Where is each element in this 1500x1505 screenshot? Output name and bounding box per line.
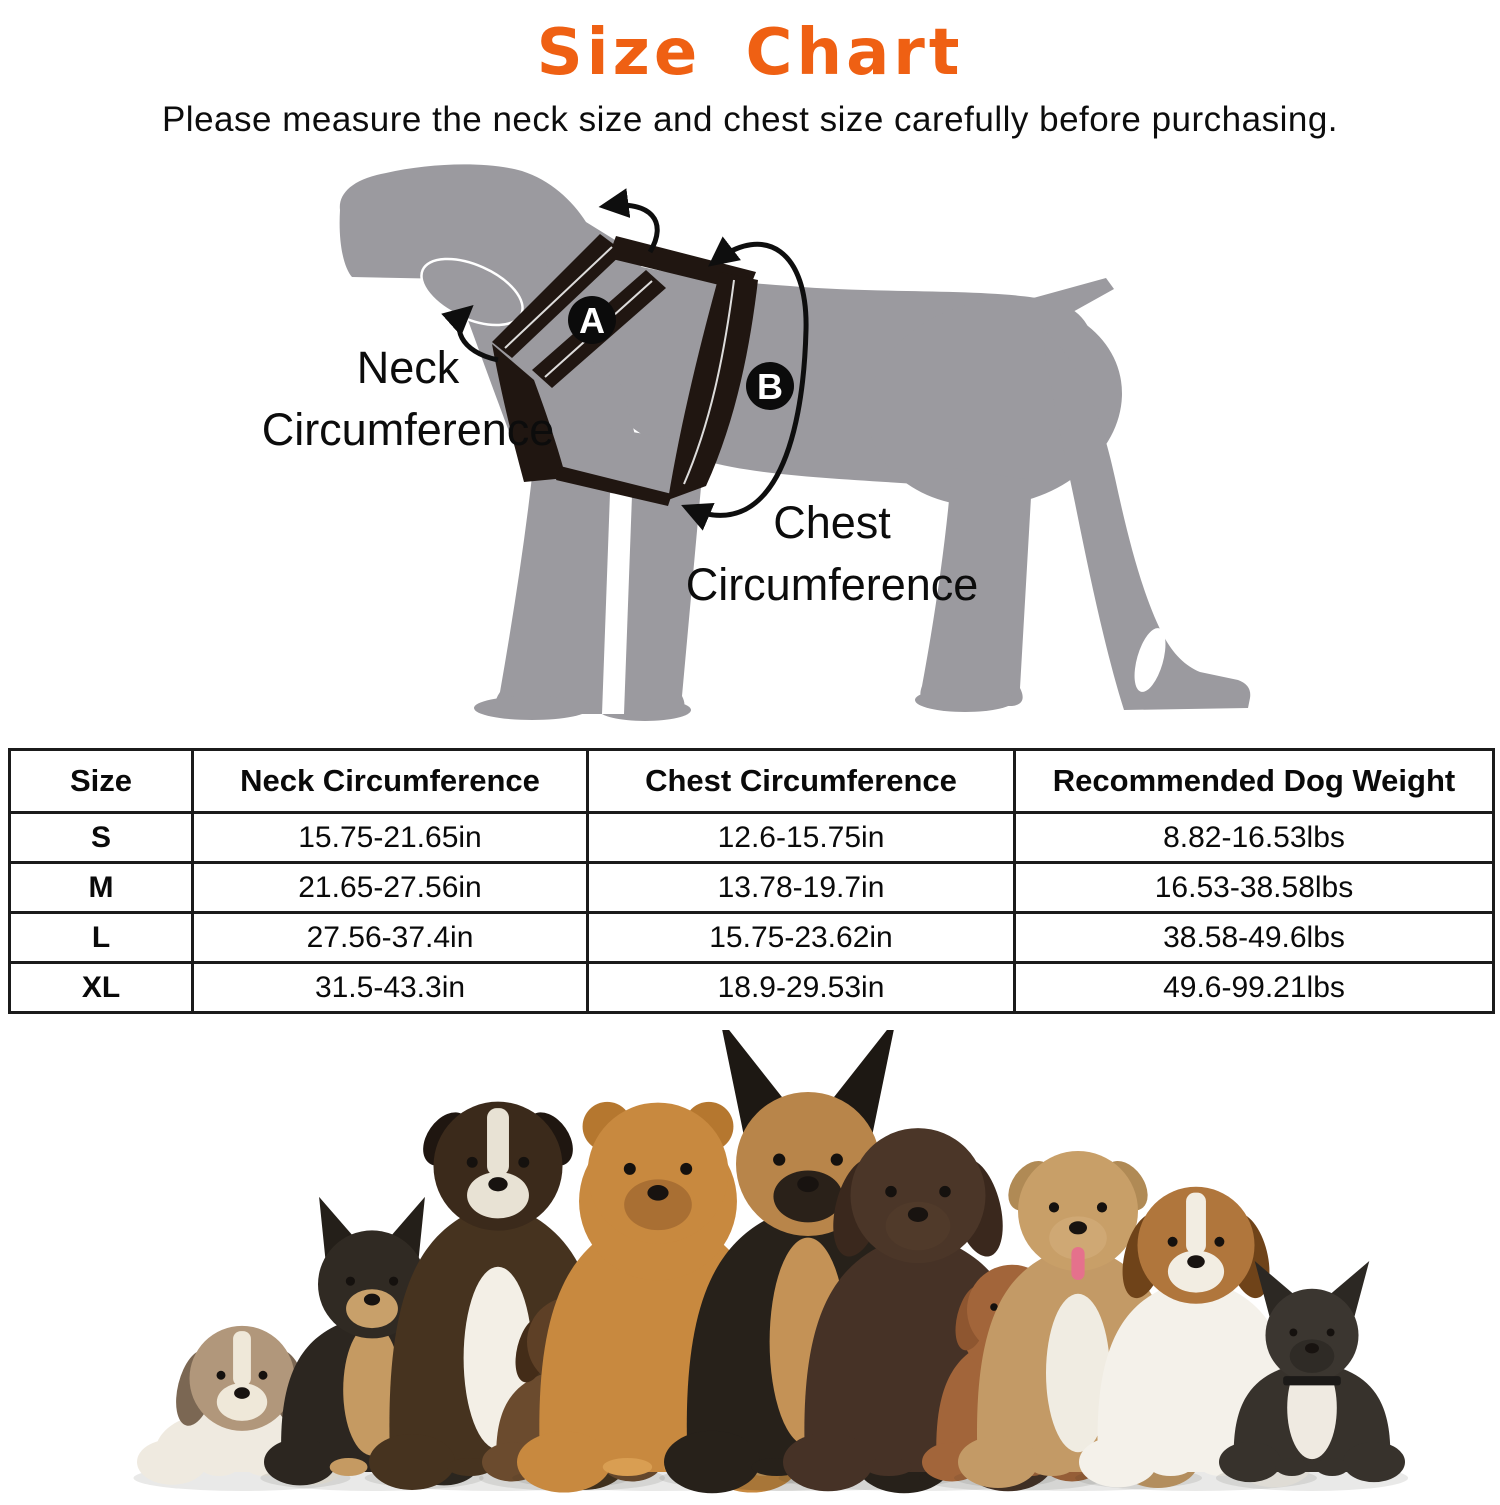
svg-text:B: B [757, 366, 783, 407]
arrow-chest-loop [681, 236, 809, 531]
svg-text:A: A [579, 300, 605, 341]
value-cell: 16.53-38.58lbs [1013, 861, 1495, 914]
badge-b: B [746, 362, 794, 410]
svg-text:Chest: Chest [773, 497, 891, 548]
table-row: M 21.65-27.56in 13.78-19.7in 16.53-38.58lbs [8, 861, 1495, 914]
badge-a: A [568, 296, 616, 344]
table-header-row: Size Neck Circumference Chest Circumferenc… [8, 748, 1495, 814]
size-cell: S [8, 811, 194, 864]
neck-label: Neck Circumference [262, 342, 555, 455]
header: Size Chart Please measure the neck size … [0, 0, 1500, 140]
table-body: S 15.75-21.65in 12.6-15.75in 8.82-16.53lbs M… [8, 811, 1495, 1014]
chest-label: Chest Circumference [686, 497, 979, 610]
hind-leg-hole [1134, 628, 1166, 692]
dog-french-bulldog [1215, 1261, 1409, 1491]
column-header: Size [8, 748, 194, 814]
svg-text:Circumference: Circumference [262, 404, 555, 455]
value-cell: 38.58-49.6lbs [1013, 911, 1495, 964]
page-title: Size Chart [536, 16, 964, 90]
table-row: S 15.75-21.65in 12.6-15.75in 8.82-16.53lbs [8, 811, 1495, 864]
front-leg-gap [602, 493, 632, 714]
value-cell: 12.6-15.75in [586, 811, 1016, 864]
measure-arrows [441, 188, 809, 531]
column-header: Recommended Dog Weight [1013, 748, 1495, 814]
page-subtitle: Please measure the neck size and chest s… [161, 100, 1339, 139]
table-row: L 27.56-37.4in 15.75-23.62in 38.58-49.6lbs [8, 911, 1495, 964]
arrow-withers [598, 188, 660, 254]
value-cell: 49.6-99.21lbs [1013, 961, 1495, 1014]
svg-text:Circumference: Circumference [686, 559, 979, 610]
column-header: Chest Circumference [586, 748, 1016, 814]
arrow-neck [441, 305, 499, 363]
size-table: Size Neck Circumference Chest Circumferenc… [8, 748, 1495, 1014]
dogs-photo-svg [133, 1018, 1409, 1494]
size-cell: M [8, 861, 194, 914]
column-header: Neck Circumference [191, 748, 589, 814]
value-cell: 31.5-43.3in [191, 961, 589, 1014]
value-cell: 27.56-37.4in [191, 911, 589, 964]
size-cell: L [8, 911, 194, 964]
dogs-photo [0, 1018, 1500, 1500]
value-cell: 8.82-16.53lbs [1013, 811, 1495, 864]
value-cell: 15.75-23.62in [586, 911, 1016, 964]
value-cell: 21.65-27.56in [191, 861, 589, 914]
harness-diagram: A B Neck Circumference Chest Circumferen… [0, 148, 1500, 748]
value-cell: 15.75-21.65in [191, 811, 589, 864]
table-row: XL 31.5-43.3in 18.9-29.53in 49.6-99.21lbs [8, 961, 1495, 1014]
harness-diagram-svg: A B Neck Circumference Chest Circumferen… [262, 164, 1251, 721]
svg-text:Neck: Neck [357, 342, 460, 393]
size-cell: XL [8, 961, 194, 1014]
value-cell: 13.78-19.7in [586, 861, 1016, 914]
value-cell: 18.9-29.53in [586, 961, 1016, 1014]
size-table-section: Size Neck Circumference Chest Circumferenc… [8, 748, 1495, 1014]
